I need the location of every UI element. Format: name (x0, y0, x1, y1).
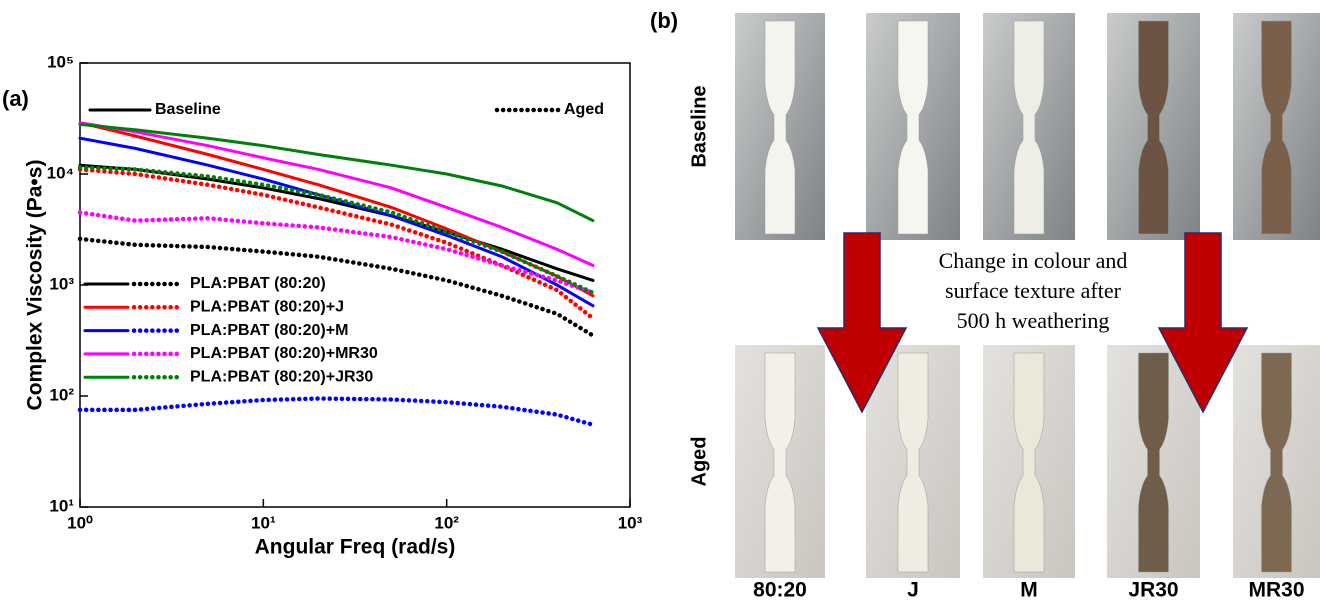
series-line (77, 236, 596, 338)
column-label: M (1020, 579, 1038, 601)
row-label: Aged (688, 437, 710, 487)
x-axis-label: Angular Freq (rad/s) (255, 536, 456, 559)
arrow (1157, 232, 1249, 414)
x-tick-label: 10¹ (251, 513, 276, 532)
y-tick-label: 10⁵ (47, 52, 74, 71)
series-line (78, 121, 595, 267)
specimen (764, 352, 796, 573)
series-line (78, 122, 595, 223)
legend-label: PLA:PBAT (80:20) (190, 275, 326, 292)
legend-label: PLA:PBAT (80:20)+J (190, 299, 344, 316)
panel-label: (b) (650, 8, 678, 33)
legend-label: Aged (564, 101, 604, 118)
specimen (1261, 352, 1292, 573)
column-label: JR30 (1128, 579, 1178, 601)
specimen (1013, 20, 1045, 235)
legend-label: Baseline (155, 101, 221, 118)
specimen (897, 20, 929, 235)
y-tick-label: 10⁴ (47, 163, 74, 182)
legend-label: PLA:PBAT (80:20)+M (190, 322, 348, 339)
legend-label: PLA:PBAT (80:20)+JR30 (190, 368, 373, 385)
specimen (764, 20, 796, 235)
photo-grid (735, 13, 1320, 578)
row-label: Baseline (688, 85, 710, 167)
y-tick-label: 10³ (49, 274, 74, 293)
y-tick-label: 10² (49, 385, 74, 404)
annotation: surface texture after (945, 278, 1122, 303)
x-tick-label: 10⁰ (67, 513, 93, 532)
series-line (77, 210, 596, 296)
y-axis-label: Complex Viscosity (Pa•s) (24, 160, 47, 411)
specimen (1013, 352, 1045, 573)
x-tick-label: 10³ (618, 513, 643, 532)
panel-label: (a) (2, 86, 29, 111)
y-tick-label: 10¹ (49, 496, 74, 515)
series-line (78, 121, 595, 298)
arrow (816, 232, 908, 414)
annotation: Change in colour and (939, 248, 1128, 273)
specimen (1138, 352, 1169, 573)
series-line (77, 396, 596, 428)
series-line (78, 136, 595, 308)
x-tick-label: 10² (434, 513, 459, 532)
column-label: J (907, 579, 919, 601)
legend-label: PLA:PBAT (80:20)+MR30 (190, 345, 378, 362)
specimen (1138, 20, 1169, 235)
specimen (897, 352, 929, 573)
column-label: 80:20 (753, 579, 807, 601)
annotation: 500 h weathering (957, 308, 1110, 333)
series-line (77, 167, 596, 321)
column-label: MR30 (1248, 579, 1304, 601)
series-line (77, 165, 596, 296)
specimen (1261, 20, 1292, 235)
